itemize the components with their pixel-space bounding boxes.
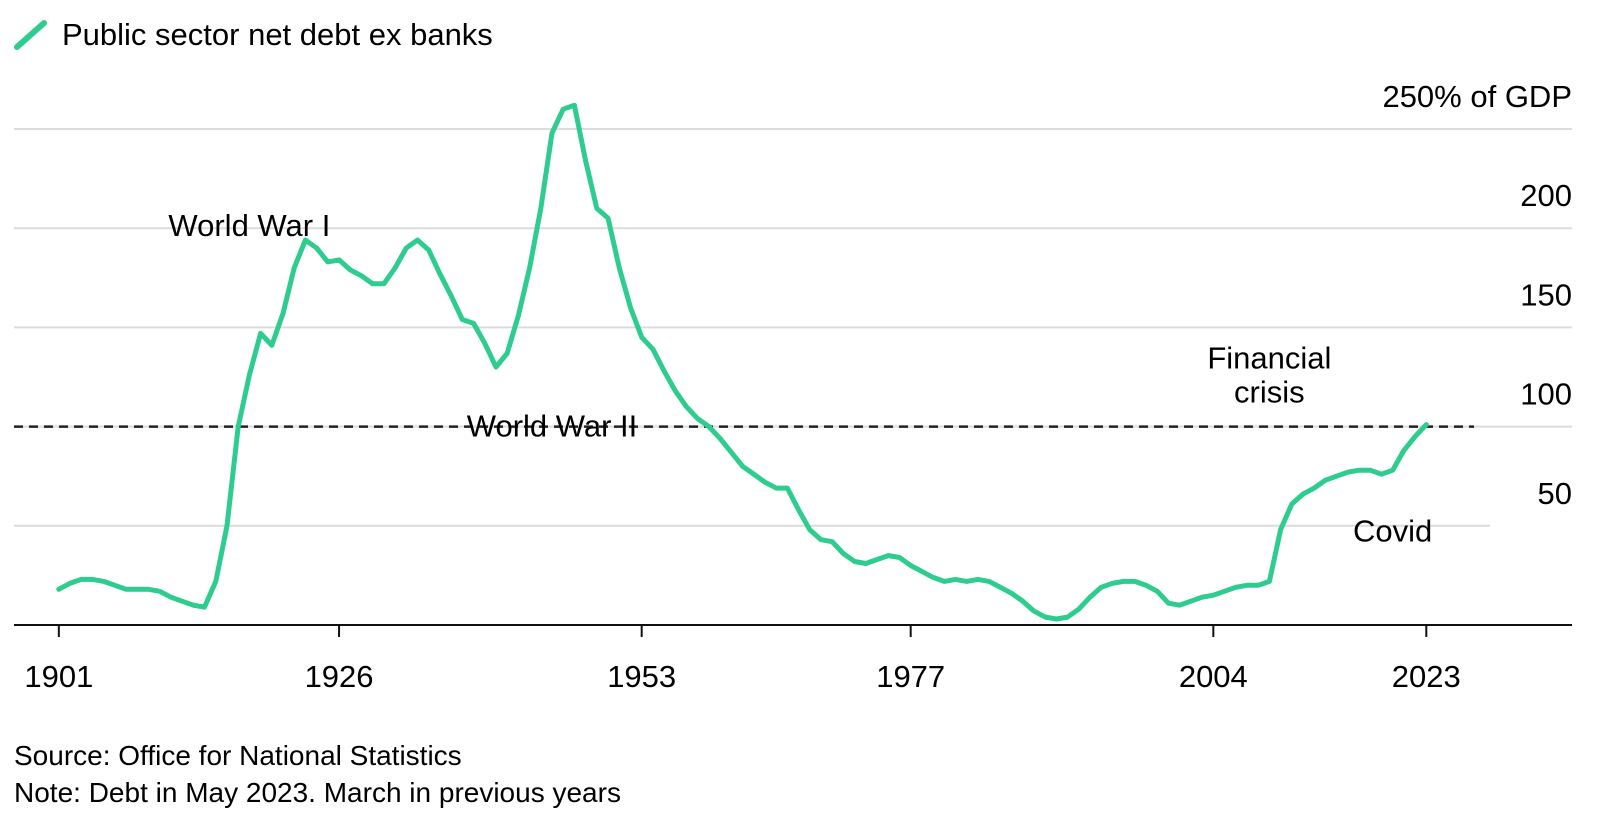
debt-series-line: [56, 102, 1429, 622]
y-axis-tick-labels: 50 100 150 200 250% of GDP: [1382, 79, 1572, 511]
annotation-world-war-ii: World War II: [467, 409, 638, 444]
x-tick-label-1901: 1901: [24, 659, 93, 694]
y-tick-label-200: 200: [1520, 178, 1572, 213]
legend-swatch-line: [14, 20, 47, 50]
y-tick-label-100: 100: [1520, 377, 1572, 412]
source-note: Source: Office for National Statistics: [14, 740, 462, 771]
y-tick-label-50: 50: [1538, 476, 1572, 511]
footnote: Note: Debt in May 2023. March in previou…: [14, 777, 621, 808]
x-tick-label-1926: 1926: [305, 659, 374, 694]
annotation-covid: Covid: [1353, 514, 1432, 549]
x-axis: 1901 1926 1953 1977 2004 2023: [14, 624, 1572, 694]
legend: Public sector net debt ex banks: [14, 17, 493, 52]
x-tick-label-1977: 1977: [876, 659, 945, 694]
y-tick-label-150: 150: [1520, 277, 1572, 312]
annotation-world-war-i: World War I: [168, 208, 330, 243]
gridlines: [14, 128, 1572, 527]
x-tick-label-1953: 1953: [607, 659, 676, 694]
legend-label: Public sector net debt ex banks: [62, 17, 493, 52]
x-tick-label-2023: 2023: [1392, 659, 1461, 694]
x-tick-label-2004: 2004: [1179, 659, 1248, 694]
annotation-financial-crisis: Financial crisis: [1207, 341, 1331, 410]
chart-annotations: World War I World War II Financial crisis Co…: [168, 208, 1432, 549]
y-tick-label-250: 250% of GDP: [1382, 79, 1572, 114]
